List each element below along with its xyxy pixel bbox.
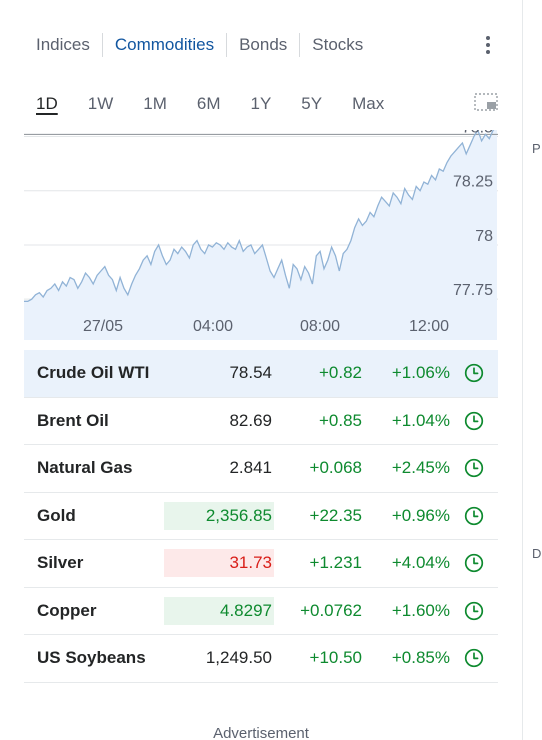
price-change: +0.85 xyxy=(318,410,362,430)
kebab-menu-icon[interactable] xyxy=(478,28,498,62)
period-selector: 1D 1W 1M 6M 1Y 5Y Max xyxy=(24,90,498,118)
price-change: +1.231 xyxy=(309,553,362,573)
tab-divider xyxy=(101,33,103,57)
table-row[interactable]: Silver 31.73 +1.231 +4.04% xyxy=(24,540,498,588)
tab-indices[interactable]: Indices xyxy=(36,35,90,54)
chart-price-line xyxy=(24,130,495,302)
clock-icon xyxy=(464,649,484,668)
x-tick-label: 04:00 xyxy=(193,318,233,335)
period-1y[interactable]: 1Y xyxy=(250,94,272,113)
table-row[interactable]: US Soybeans 1,249.50 +10.50 +0.85% xyxy=(24,635,498,683)
clock-icon xyxy=(464,506,484,525)
percent-change: +0.85% xyxy=(391,648,450,668)
markets-widget: Indices Commodities Bonds Stocks 1D 1W 1… xyxy=(24,28,498,740)
price-change: +0.0762 xyxy=(300,600,362,620)
table-row[interactable]: Copper 4.8297 +0.0762 +1.60% xyxy=(24,588,498,635)
clock-icon xyxy=(464,554,484,573)
instrument-name[interactable]: Gold xyxy=(37,505,76,525)
percent-change: +1.04% xyxy=(391,410,450,430)
column-divider xyxy=(522,0,523,740)
tab-commodities[interactable]: Commodities xyxy=(114,35,215,54)
percent-change: +1.60% xyxy=(391,600,450,620)
x-axis-labels: 27/05 04:00 08:00 12:00 xyxy=(83,318,449,335)
x-tick-label: 27/05 xyxy=(83,318,123,335)
period-1d[interactable]: 1D xyxy=(36,94,58,113)
instrument-name[interactable]: Brent Oil xyxy=(37,410,109,430)
price-chart[interactable]: 78.5 78.25 78 77.75 27/05 04:00 08:00 12:00 xyxy=(24,130,498,340)
instrument-name[interactable]: Silver xyxy=(37,553,84,573)
price-change: +0.82 xyxy=(318,363,362,383)
adjacent-panel-edge: P D xyxy=(523,0,542,740)
table-row[interactable]: Brent Oil 82.69 +0.85 +1.04% xyxy=(24,398,498,445)
period-max[interactable]: Max xyxy=(352,94,385,113)
instrument-name[interactable]: US Soybeans xyxy=(37,648,146,668)
last-price: 31.73 xyxy=(164,549,274,578)
price-change: +22.35 xyxy=(309,505,362,525)
period-1m[interactable]: 1M xyxy=(143,94,167,113)
y-axis-labels: 78.5 78.25 78 77.75 xyxy=(453,130,493,299)
period-1w[interactable]: 1W xyxy=(87,94,114,113)
edge-text: D xyxy=(532,546,542,561)
percent-change: +4.04% xyxy=(391,553,450,573)
table-row[interactable]: Gold 2,356.85 +22.35 +0.96% xyxy=(24,493,498,540)
clock-icon xyxy=(464,364,484,383)
chart-area-fill xyxy=(24,130,497,340)
instrument-name[interactable]: Crude Oil WTI xyxy=(37,363,150,383)
percent-change: +1.06% xyxy=(391,363,450,383)
price-change: +0.068 xyxy=(309,458,362,478)
clock-icon xyxy=(464,411,484,430)
last-price: 4.8297 xyxy=(164,596,274,625)
price-change: +10.50 xyxy=(309,648,362,668)
clock-icon xyxy=(464,459,484,478)
tab-divider xyxy=(226,33,228,57)
tab-stocks[interactable]: Stocks xyxy=(312,35,364,54)
period-6m[interactable]: 6M xyxy=(196,94,221,113)
x-tick-label: 08:00 xyxy=(300,318,340,335)
tab-bonds[interactable]: Bonds xyxy=(239,35,288,54)
last-price: 2.841 xyxy=(229,458,272,478)
percent-change: +2.45% xyxy=(391,458,450,478)
edge-text: P xyxy=(532,141,541,156)
y-tick-label: 78.5 xyxy=(462,130,493,137)
last-price: 1,249.50 xyxy=(205,648,272,668)
last-price: 2,356.85 xyxy=(164,501,274,530)
y-tick-label: 78 xyxy=(475,228,493,245)
commodities-table: Crude Oil WTI 78.54 +0.82 +1.06% Brent Oil 82… xyxy=(24,350,498,683)
tab-divider xyxy=(299,33,301,57)
x-tick-label: 12:00 xyxy=(409,318,449,335)
last-price: 78.54 xyxy=(229,363,272,383)
expand-chart-icon[interactable] xyxy=(474,93,498,111)
percent-change: +0.96% xyxy=(391,505,450,525)
y-tick-label: 77.75 xyxy=(453,282,493,299)
advertisement-label: Advertisement xyxy=(213,725,309,740)
table-row[interactable]: Crude Oil WTI 78.54 +0.82 +1.06% xyxy=(24,350,498,398)
instrument-name[interactable]: Natural Gas xyxy=(37,458,133,478)
y-tick-label: 78.25 xyxy=(453,174,493,191)
period-5y[interactable]: 5Y xyxy=(301,94,323,113)
clock-icon xyxy=(464,601,484,620)
last-price: 82.69 xyxy=(229,410,272,430)
instrument-name[interactable]: Copper xyxy=(37,600,97,620)
table-row[interactable]: Natural Gas 2.841 +0.068 +2.45% xyxy=(24,445,498,493)
market-tabs: Indices Commodities Bonds Stocks xyxy=(24,28,498,62)
